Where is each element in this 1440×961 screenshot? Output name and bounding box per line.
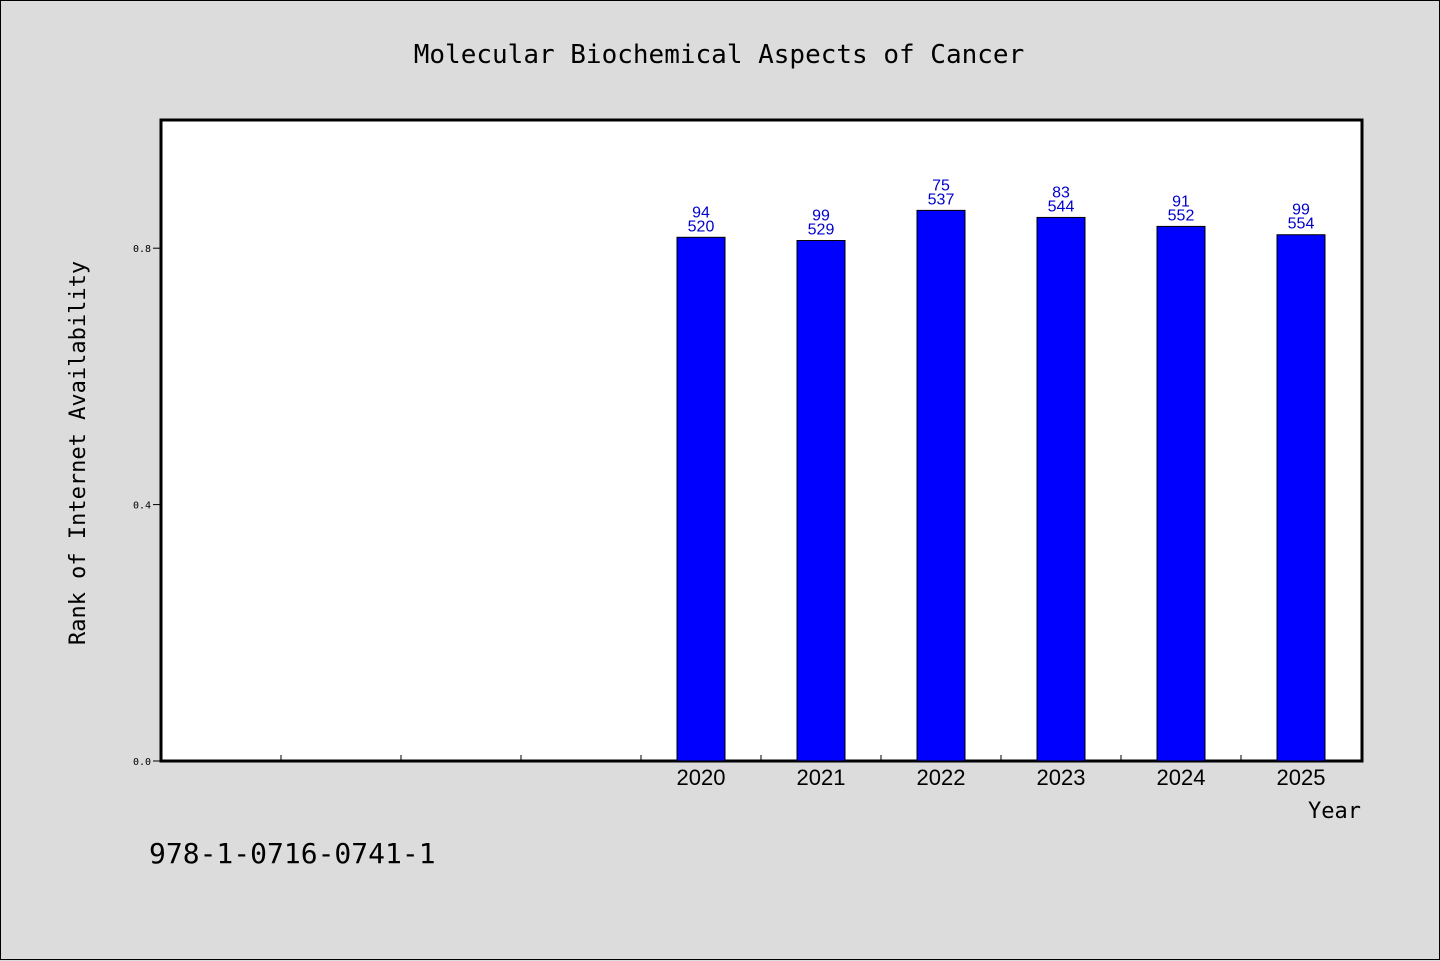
bar-label-top: 99 (1292, 202, 1310, 219)
bar-label-top: 75 (932, 177, 950, 194)
y-tick-label: 0.0 (133, 757, 151, 768)
x-tick-label: 2025 (1277, 765, 1326, 790)
x-axis-label: Year (1308, 799, 1361, 824)
bar-label-bottom: 544 (1048, 198, 1075, 215)
bar-2022 (916, 209, 966, 762)
bar-2024 (1156, 225, 1206, 762)
bar-2021 (796, 240, 846, 762)
bar-label-bottom: 537 (928, 191, 955, 208)
bar-label-top: 83 (1052, 184, 1070, 201)
bar-label-top: 94 (692, 204, 710, 221)
x-axis: 2020 2021 2022 2023 2024 2025 (280, 755, 1326, 790)
y-tick-label: 0.4 (133, 501, 151, 512)
y-axis-label: Rank of Internet Availability (66, 261, 91, 645)
bar-label-bottom: 554 (1288, 216, 1315, 233)
x-tick-label: 2020 (677, 765, 726, 790)
x-tick-label: 2023 (1037, 765, 1086, 790)
bar-label-bottom: 520 (688, 218, 715, 235)
bar-label-bottom: 529 (808, 222, 835, 239)
chart-title: Molecular Biochemical Aspects of Cancer (414, 40, 1024, 70)
x-tick-label: 2021 (797, 765, 846, 790)
bar-label-top: 91 (1172, 193, 1190, 210)
bar-label-top: 99 (812, 208, 830, 225)
bar-2025 (1276, 234, 1326, 762)
footer-isbn: 978-1-0716-0741-1 (149, 837, 436, 870)
y-tick-label: 0.8 (133, 244, 151, 255)
bar-2020 (676, 236, 726, 762)
bar-series (676, 209, 1326, 762)
bar-2023 (1036, 216, 1086, 762)
x-tick-label: 2024 (1157, 765, 1206, 790)
y-axis: 0.0 0.4 0.8 (133, 244, 161, 768)
bar-label-bottom: 552 (1168, 207, 1195, 224)
x-tick-label: 2022 (917, 765, 966, 790)
